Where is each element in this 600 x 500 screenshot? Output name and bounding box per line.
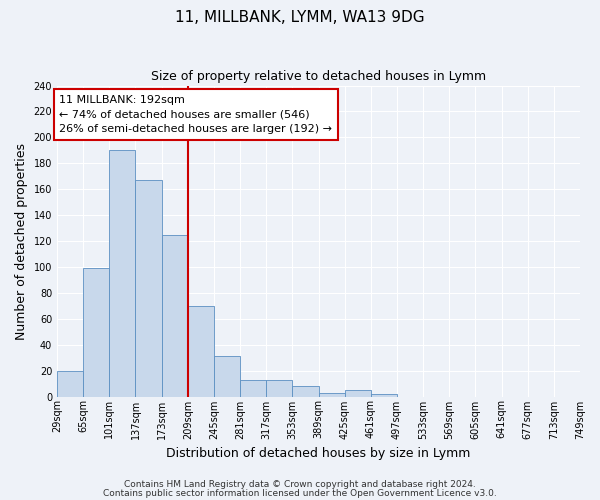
Bar: [109, 150, 136, 396]
Bar: [292, 386, 319, 396]
Y-axis label: Number of detached properties: Number of detached properties: [15, 142, 28, 340]
Title: Size of property relative to detached houses in Lymm: Size of property relative to detached ho…: [151, 70, 486, 83]
Bar: [136, 180, 161, 396]
Text: 11, MILLBANK, LYMM, WA13 9DG: 11, MILLBANK, LYMM, WA13 9DG: [175, 10, 425, 25]
Bar: [240, 380, 266, 396]
Bar: [344, 390, 371, 396]
Bar: [57, 370, 83, 396]
Text: Contains HM Land Registry data © Crown copyright and database right 2024.: Contains HM Land Registry data © Crown c…: [124, 480, 476, 489]
X-axis label: Distribution of detached houses by size in Lymm: Distribution of detached houses by size …: [166, 447, 471, 460]
Bar: [319, 392, 344, 396]
Bar: [188, 306, 214, 396]
Bar: [83, 268, 109, 396]
Bar: [161, 234, 188, 396]
Bar: [371, 394, 397, 396]
Bar: [266, 380, 292, 396]
Text: Contains public sector information licensed under the Open Government Licence v3: Contains public sector information licen…: [103, 488, 497, 498]
Text: 11 MILLBANK: 192sqm
← 74% of detached houses are smaller (546)
26% of semi-detac: 11 MILLBANK: 192sqm ← 74% of detached ho…: [59, 94, 332, 134]
Bar: [214, 356, 240, 397]
